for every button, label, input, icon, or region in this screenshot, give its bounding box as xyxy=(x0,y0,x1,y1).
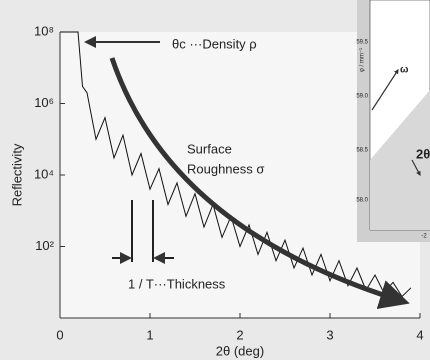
y-tick-label: 10⁶ xyxy=(34,95,54,110)
x-tick-label: 3 xyxy=(326,327,333,342)
inset-label: 2θ xyxy=(416,146,430,161)
reflectivity-curve xyxy=(60,31,412,298)
x-tick-label: 0 xyxy=(56,327,63,342)
annotation: Roughness σ xyxy=(187,161,264,176)
y-tick-label: 10⁸ xyxy=(34,23,54,38)
inset-axis-label: φ / mm⁻¹ xyxy=(360,48,366,72)
inset-tick: 59.5 xyxy=(356,40,368,46)
x-tick-label: 2 xyxy=(236,327,243,342)
x-tick-label: 4 xyxy=(416,327,423,342)
inset-tick: 58.5 xyxy=(356,148,368,154)
annotation: Surface xyxy=(187,141,232,156)
inset-tick: -2 xyxy=(421,234,427,240)
y-axis-label: Reflectivity xyxy=(9,143,24,206)
y-tick-label: 10⁴ xyxy=(34,166,54,181)
inset-tick: 59.0 xyxy=(356,94,368,100)
inset-arrow xyxy=(411,159,421,177)
inset-label: ω xyxy=(400,65,409,76)
x-axis-label: 2θ (deg) xyxy=(216,343,264,358)
annotation: θc ···Density ρ xyxy=(172,36,257,51)
inset: φ / mm⁻¹ 59.5 59.0 58.5 58.0 ω 2θ -2 xyxy=(356,0,430,242)
inset-tick: 58.0 xyxy=(356,198,368,204)
inset-wedge xyxy=(370,90,430,230)
roughness-arrow xyxy=(109,57,410,310)
y-tick-label: 10² xyxy=(35,238,54,253)
x-tick-label: 1 xyxy=(146,327,153,342)
inset-arrow xyxy=(371,68,399,111)
annotation: 1 / T···Thickness xyxy=(128,276,226,291)
